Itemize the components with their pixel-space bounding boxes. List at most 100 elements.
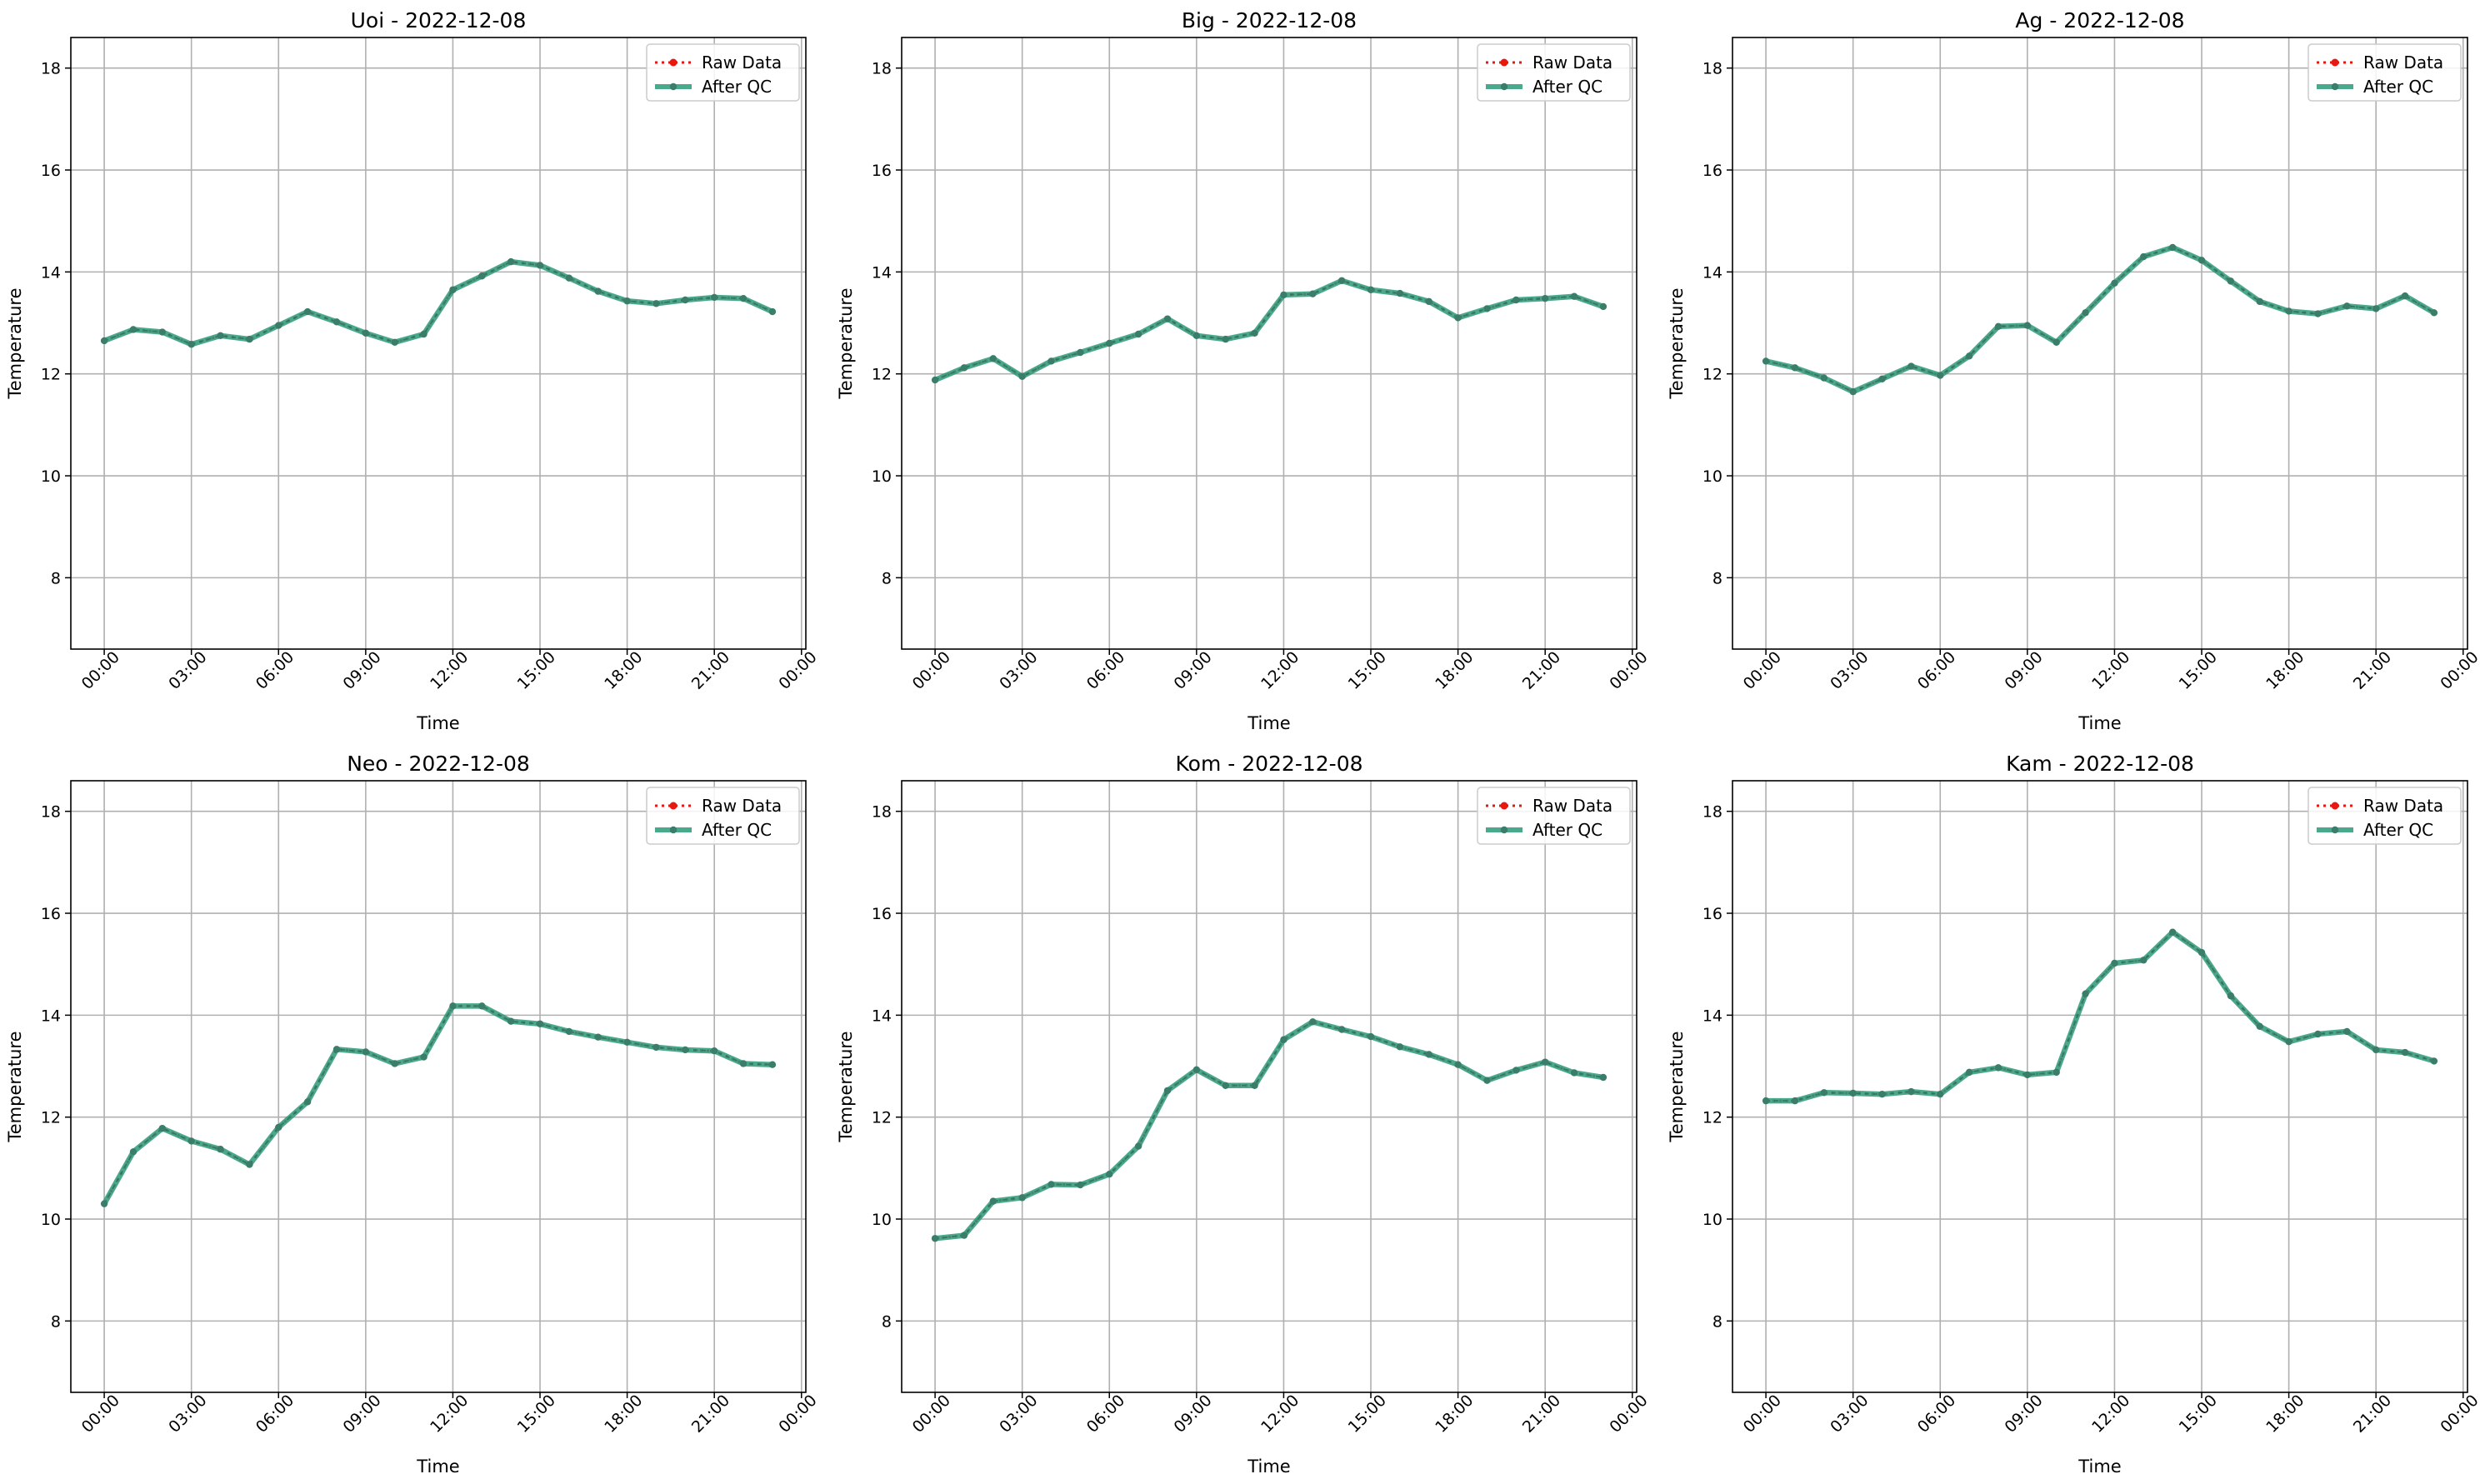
data-point [2372, 305, 2380, 312]
x-tick-label: 15:00 [514, 1392, 559, 1437]
x-tick-label: 15:00 [2176, 648, 2221, 693]
series-line-after-qc [102, 1003, 773, 1206]
data-point [1106, 339, 1113, 347]
data-point [1820, 374, 1828, 382]
data-point [2256, 1022, 2263, 1031]
data-point [2343, 302, 2351, 310]
legend-qc-label: After QC [2363, 820, 2433, 840]
legend-qc-label: After QC [702, 820, 772, 840]
series-line-raw-data [934, 279, 1604, 382]
x-tick-label: 12:00 [1258, 1392, 1302, 1437]
data-point [1280, 291, 1288, 299]
data-point [565, 1027, 573, 1036]
data-point [2430, 1057, 2438, 1065]
x-tick-label: 09:00 [1170, 648, 1215, 693]
data-point [217, 332, 224, 340]
x-tick-label: 18:00 [2262, 1392, 2308, 1437]
legend-raw-label: Raw Data [2363, 52, 2443, 72]
data-point [1251, 1082, 1258, 1089]
x-tick-label: 12:00 [2088, 1392, 2133, 1437]
legend-raw-label: Raw Data [1532, 796, 1612, 816]
data-point [332, 318, 341, 326]
series-line-after-qc [102, 258, 774, 347]
x-tick-label: 00:00 [1740, 648, 1785, 693]
x-tick-label: 18:00 [601, 1392, 646, 1437]
legend-raw-marker [2331, 802, 2339, 810]
chart-panel: Neo - 2022-12-08 8 10 12 14 16 18 00:00 03:00 06:… [5, 752, 821, 1477]
series-line-raw-data [1765, 246, 2435, 393]
data-point [1134, 330, 1142, 338]
y-tick-label: 8 [51, 1312, 61, 1331]
data-point [391, 338, 398, 346]
data-point [1425, 297, 1432, 306]
data-point [246, 1161, 253, 1168]
legend-raw-label: Raw Data [2363, 796, 2443, 816]
x-tick-label: 15:00 [1345, 1392, 1390, 1437]
y-tick-label: 10 [41, 467, 61, 486]
series-line-raw-data [1766, 930, 2435, 1102]
chart-title: Neo - 2022-12-08 [347, 752, 530, 776]
legend-qc-label: After QC [2363, 77, 2433, 97]
data-point [2168, 928, 2177, 936]
legend-qc-label: After QC [1532, 77, 1602, 97]
legend-qc-marker [669, 82, 678, 91]
x-tick-label: 21:00 [1519, 648, 1564, 693]
data-point [1222, 335, 1229, 343]
data-point [129, 326, 138, 333]
series-line-after-qc [1765, 244, 2436, 395]
data-point [2198, 948, 2206, 957]
data-point [246, 335, 253, 343]
y-axis-label: Temperature [1667, 287, 1687, 399]
x-tick-label: 18:00 [601, 648, 646, 693]
legend-raw-marker [1500, 58, 1508, 67]
data-point [960, 364, 968, 372]
data-point [623, 1038, 631, 1046]
data-point [2314, 310, 2322, 317]
x-tick-label: 06:00 [252, 648, 298, 693]
data-point [1396, 289, 1404, 297]
legend-raw-label: Raw Data [1532, 52, 1612, 72]
data-point [594, 1033, 602, 1041]
chart-panel: Uoi - 2022-12-08 8 10 12 14 16 18 00:00 03:00 06:… [5, 8, 821, 733]
data-point [1309, 1018, 1317, 1026]
data-point [960, 1232, 968, 1239]
data-point [1994, 1064, 2002, 1072]
x-tick-label: 00:00 [775, 1392, 820, 1437]
data-point [2256, 297, 2263, 306]
x-tick-label: 03:00 [165, 1392, 210, 1437]
data-point [1396, 1043, 1404, 1051]
data-point [1222, 1082, 1229, 1089]
y-tick-label: 8 [1712, 569, 1722, 587]
legend-raw-marker [669, 58, 678, 67]
data-point [2285, 307, 2292, 315]
x-tick-label: 00:00 [909, 648, 954, 693]
x-axis-label: Time [416, 713, 459, 733]
data-point [989, 1197, 998, 1205]
x-tick-label: 18:00 [1432, 1392, 1477, 1437]
data-point [1599, 302, 1608, 311]
y-tick-label: 16 [41, 162, 61, 180]
y-tick-label: 12 [1702, 1109, 1722, 1127]
x-tick-label: 12:00 [427, 1392, 472, 1437]
x-tick-label: 00:00 [909, 1392, 954, 1437]
data-point [2140, 252, 2148, 261]
legend-qc-marker [1500, 826, 1508, 834]
chart-panel: Ag - 2022-12-08 8 10 12 14 16 18 00:00 03:00 06:0… [1667, 8, 2482, 733]
chart-panel: Big - 2022-12-08 8 10 12 14 16 18 00:00 03:00 06:… [836, 8, 1652, 733]
x-tick-label: 09:00 [1170, 1392, 1215, 1437]
y-tick-label: 16 [872, 162, 892, 180]
data-point [362, 1048, 370, 1056]
x-tick-label: 03:00 [1827, 1392, 1872, 1437]
series-line-overlay [934, 1021, 1604, 1240]
x-tick-label: 12:00 [1258, 648, 1302, 693]
data-point [1163, 1087, 1172, 1095]
data-point [2401, 1048, 2409, 1057]
data-point [1192, 1066, 1201, 1074]
data-point [158, 1124, 167, 1132]
data-point [332, 1046, 341, 1053]
data-point [710, 1047, 718, 1055]
x-tick-label: 15:00 [1345, 648, 1390, 693]
data-point [188, 341, 195, 348]
y-tick-label: 8 [1712, 1312, 1722, 1331]
y-tick-label: 8 [882, 569, 892, 587]
